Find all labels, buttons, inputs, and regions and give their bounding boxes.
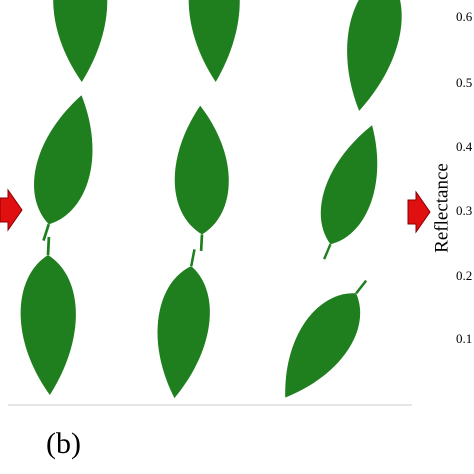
leaf [19, 235, 78, 397]
leaf [300, 116, 398, 269]
leaf [331, 0, 417, 118]
arrow [0, 188, 23, 232]
leaf [173, 104, 231, 253]
axis-label: Reflectance [431, 163, 452, 253]
tick-label: 0.5 [456, 75, 472, 90]
arrow [407, 190, 431, 234]
tick-label: 0.4 [456, 139, 473, 154]
leaf [187, 0, 242, 84]
tick-label: 0.2 [456, 268, 472, 283]
leaf [51, 0, 109, 84]
tick-label: 0.1 [456, 331, 472, 346]
tick-label: 0.6 [456, 9, 473, 24]
panel-label: (b) [46, 427, 81, 460]
leaf [16, 87, 111, 250]
leaf [261, 264, 388, 413]
leaf [146, 244, 221, 403]
tick-label: 0.3 [456, 203, 472, 218]
